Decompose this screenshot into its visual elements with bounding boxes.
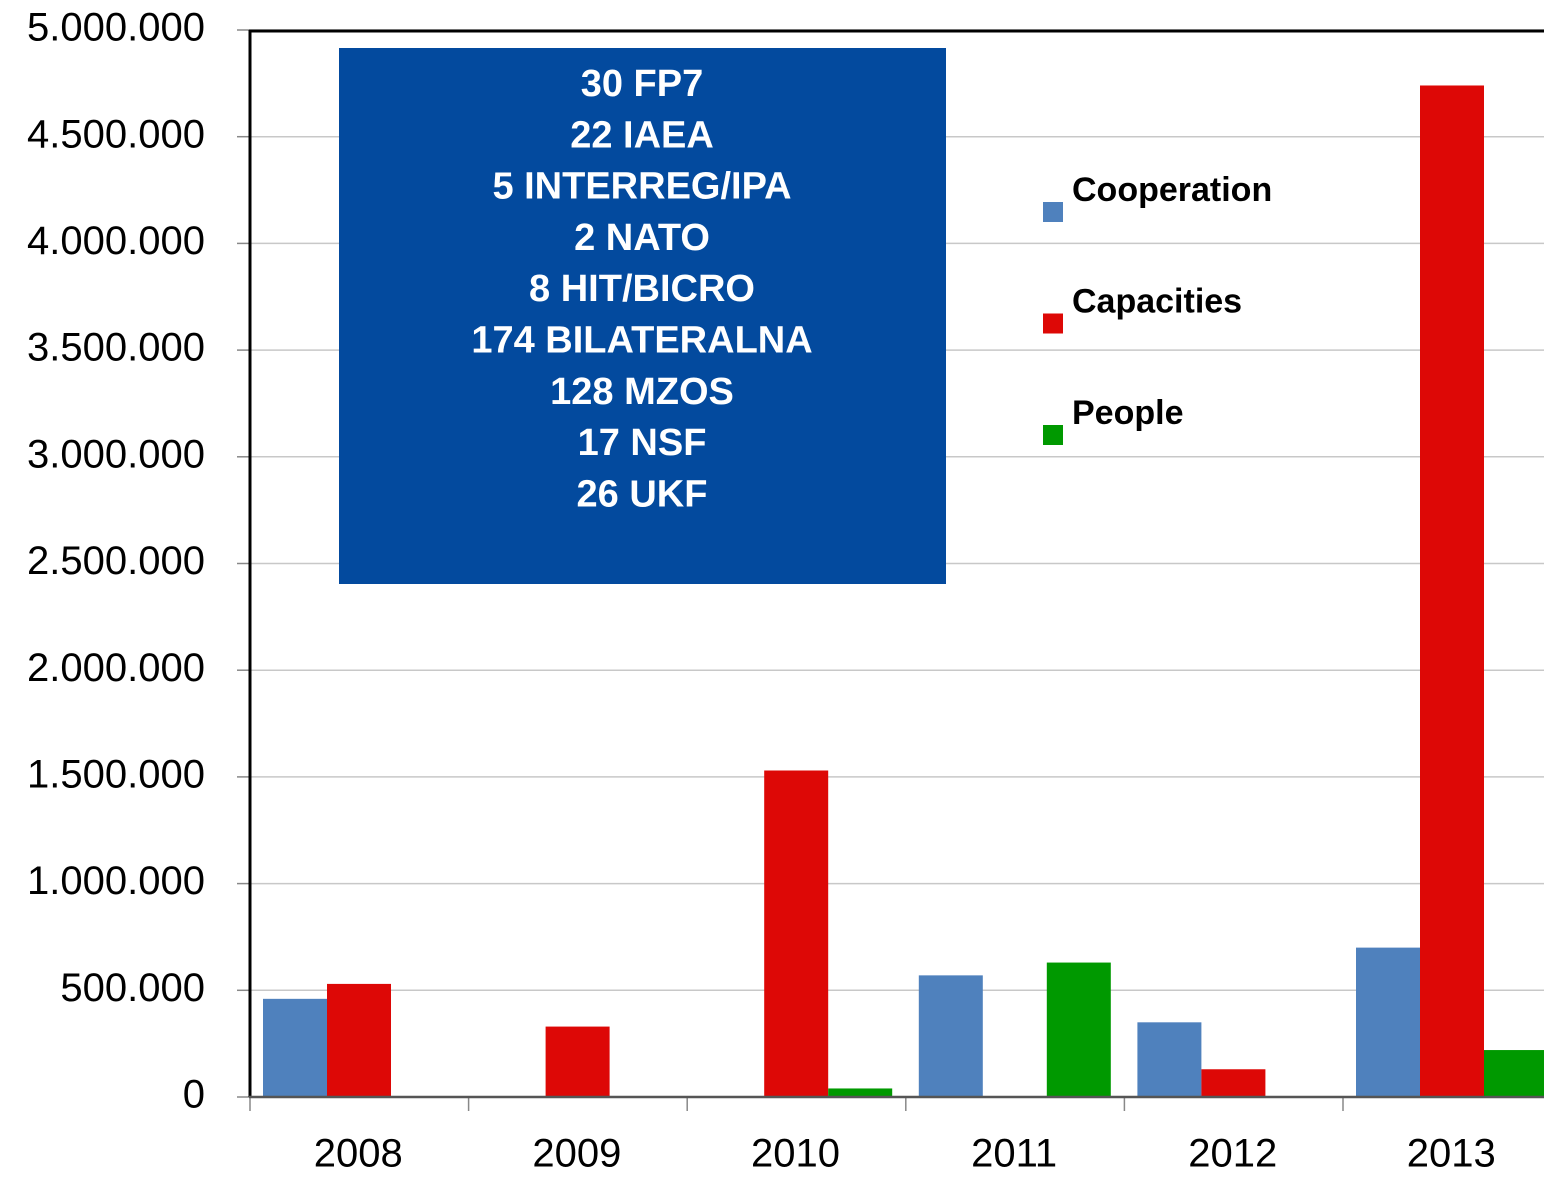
annotation-line: 26 UKF bbox=[577, 473, 708, 515]
y-tick-label: 5.000.000 bbox=[27, 6, 205, 50]
x-tick-label: 2009 bbox=[532, 1132, 621, 1176]
bar bbox=[1201, 1069, 1266, 1097]
y-tick-label: 1.500.000 bbox=[27, 752, 205, 796]
x-tick-label: 2008 bbox=[314, 1132, 403, 1176]
bar bbox=[1356, 947, 1420, 1097]
bar bbox=[764, 770, 829, 1097]
bar bbox=[545, 1026, 610, 1097]
legend-label: People bbox=[1072, 394, 1183, 432]
y-tick-label: 0 bbox=[183, 1073, 205, 1117]
legend-swatch bbox=[1043, 425, 1063, 445]
annotation-line: 128 MZOS bbox=[550, 371, 734, 413]
annotation-line: 17 NSF bbox=[578, 422, 707, 464]
annotation-line: 30 FP7 bbox=[581, 63, 704, 105]
x-tick-label: 2011 bbox=[971, 1132, 1057, 1176]
legend-swatch bbox=[1043, 313, 1063, 334]
y-tick-label: 3.500.000 bbox=[27, 326, 205, 370]
bar bbox=[828, 1088, 893, 1097]
bar bbox=[1137, 1022, 1202, 1097]
bar bbox=[327, 983, 391, 1097]
y-tick-label: 1.000.000 bbox=[27, 859, 205, 903]
bar bbox=[918, 975, 983, 1097]
bar bbox=[1420, 85, 1484, 1097]
annotation-line: 5 INTERREG/IPA bbox=[492, 166, 791, 208]
bar bbox=[263, 998, 327, 1097]
y-tick-label: 3.000.000 bbox=[27, 432, 205, 476]
annotation-line: 8 HIT/BICRO bbox=[529, 268, 755, 310]
legend-swatch bbox=[1043, 202, 1063, 222]
legend-label: Cooperation bbox=[1072, 171, 1272, 209]
y-tick-label: 2.500.000 bbox=[27, 539, 205, 583]
annotation-line: 174 BILATERALNA bbox=[471, 320, 812, 362]
bar bbox=[1046, 962, 1111, 1097]
annotation-box bbox=[339, 48, 946, 584]
annotation-line: 22 IAEA bbox=[570, 114, 714, 156]
y-tick-label: 4.500.000 bbox=[27, 112, 205, 156]
x-tick-label: 2010 bbox=[751, 1132, 840, 1176]
y-tick-label: 500.000 bbox=[60, 966, 205, 1010]
bar bbox=[1484, 1050, 1544, 1097]
legend-label: Capacities bbox=[1072, 282, 1242, 320]
annotation-line: 2 NATO bbox=[574, 217, 710, 259]
x-tick-label: 2013 bbox=[1407, 1132, 1496, 1176]
y-tick-label: 4.000.000 bbox=[27, 219, 205, 263]
y-tick-label: 2.000.000 bbox=[27, 646, 205, 690]
x-tick-label: 2012 bbox=[1188, 1132, 1277, 1176]
